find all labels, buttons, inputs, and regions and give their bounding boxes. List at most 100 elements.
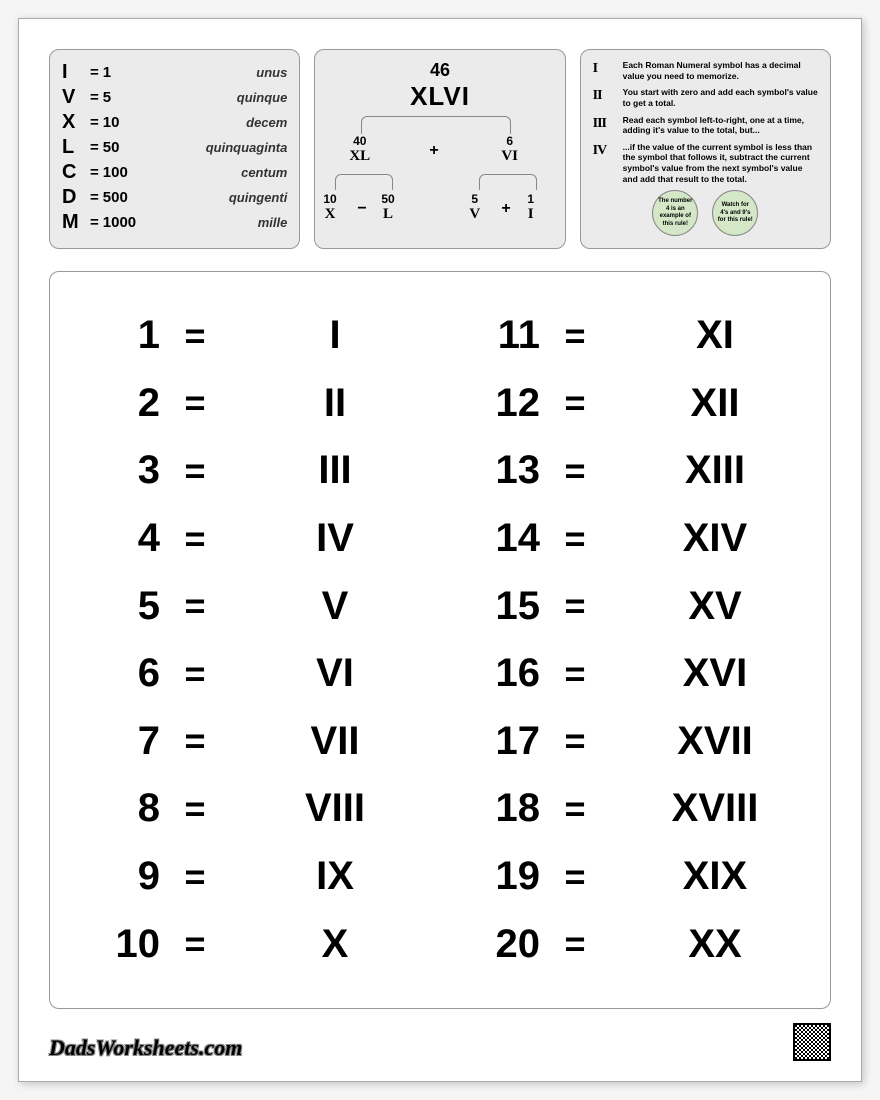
brand-logo: DadsWorksheets.com bbox=[49, 1035, 242, 1061]
entry-roman: XVIII bbox=[610, 786, 820, 831]
entry-number: 15 bbox=[440, 584, 540, 629]
chart-entry: 3=III bbox=[60, 440, 440, 502]
equals-sign: = bbox=[160, 518, 230, 560]
equals-sign: = bbox=[160, 720, 230, 762]
symbol-value: 1 bbox=[103, 64, 145, 81]
entry-number: 1 bbox=[60, 313, 160, 358]
entry-number: 5 bbox=[60, 584, 160, 629]
symbol-row: X=10decem bbox=[62, 110, 287, 135]
entry-roman: VI bbox=[230, 651, 440, 696]
chart-entry: 16=XVI bbox=[440, 643, 820, 705]
equals-sign: = bbox=[160, 450, 230, 492]
chart-entry: 4=IV bbox=[60, 508, 440, 570]
symbol-value: 5 bbox=[103, 89, 145, 106]
chart-entry: 11=XI bbox=[440, 305, 820, 367]
symbol-value: 50 bbox=[103, 139, 145, 156]
entry-number: 18 bbox=[440, 786, 540, 831]
equals-sign: = bbox=[90, 114, 99, 131]
node-num: 10 bbox=[323, 192, 336, 206]
rule-text: Read each symbol left-to-right, one at a… bbox=[623, 115, 818, 136]
chart-column-left: 1=I2=II3=III4=IV5=V6=VI7=VII8=VIII9=IX10… bbox=[60, 302, 440, 978]
equals-sign: = bbox=[540, 585, 610, 627]
rule-numeral-icon: II bbox=[593, 87, 617, 105]
equals-sign: = bbox=[160, 788, 230, 830]
symbol-latin: quingenti bbox=[145, 190, 288, 205]
entry-roman: XIV bbox=[610, 516, 820, 561]
equals-sign: = bbox=[90, 189, 99, 206]
tip-circle: Watch for 4's and 9's for this rule! bbox=[712, 190, 758, 236]
tip-circles: The number 4 is an example of this rule!… bbox=[593, 190, 818, 236]
breakdown-tree: 40 XL + 6 VI 10 X − 50 L bbox=[327, 112, 552, 242]
equals-sign: = bbox=[160, 585, 230, 627]
entry-roman: X bbox=[230, 922, 440, 967]
rule-numeral-icon: IV bbox=[593, 142, 617, 160]
rule-row: IV...if the value of the current symbol … bbox=[593, 142, 818, 185]
equals-sign: = bbox=[540, 856, 610, 898]
entry-roman: XX bbox=[610, 922, 820, 967]
entry-roman: I bbox=[230, 313, 440, 358]
symbol-glyph: V bbox=[62, 86, 86, 109]
entry-number: 13 bbox=[440, 448, 540, 493]
numeral-chart: 1=I2=II3=III4=IV5=V6=VI7=VII8=VIII9=IX10… bbox=[49, 271, 831, 1009]
symbol-value: 10 bbox=[103, 114, 145, 131]
symbol-latin: decem bbox=[145, 115, 288, 130]
rule-text: Each Roman Numeral symbol has a decimal … bbox=[623, 60, 818, 81]
node-roman: I bbox=[527, 206, 534, 223]
chart-entry: 10=X bbox=[60, 913, 440, 975]
symbol-row: L=50quinquaginta bbox=[62, 135, 287, 160]
equals-sign: = bbox=[90, 89, 99, 106]
entry-number: 8 bbox=[60, 786, 160, 831]
equals-sign: = bbox=[540, 720, 610, 762]
equals-sign: = bbox=[160, 382, 230, 424]
equals-sign: = bbox=[540, 315, 610, 357]
symbol-glyph: L bbox=[62, 136, 86, 159]
chart-entry: 8=VIII bbox=[60, 778, 440, 840]
rules-list: I Each Roman Numeral symbol has a decimal… bbox=[593, 60, 818, 184]
node-roman: L bbox=[381, 206, 394, 223]
node-num: 1 bbox=[527, 192, 534, 206]
entry-roman: IX bbox=[230, 854, 440, 899]
entry-roman: VIII bbox=[230, 786, 440, 831]
entry-number: 17 bbox=[440, 719, 540, 764]
equals-sign: = bbox=[160, 923, 230, 965]
symbol-latin: quinquaginta bbox=[145, 140, 288, 155]
footer: DadsWorksheets.com bbox=[49, 1021, 831, 1061]
entry-roman: IV bbox=[230, 516, 440, 561]
rule-numeral-icon: I bbox=[593, 60, 617, 78]
chart-entry: 9=IX bbox=[60, 846, 440, 908]
entry-number: 19 bbox=[440, 854, 540, 899]
symbol-latin: quinque bbox=[145, 90, 288, 105]
symbol-row: C=100centum bbox=[62, 160, 287, 185]
chart-entry: 2=II bbox=[60, 372, 440, 434]
entry-roman: XV bbox=[610, 584, 820, 629]
symbol-glyph: X bbox=[62, 111, 86, 134]
entry-roman: II bbox=[230, 381, 440, 426]
equals-sign: = bbox=[160, 856, 230, 898]
op-minus: − bbox=[357, 200, 366, 218]
rule-row: I Each Roman Numeral symbol has a decimal… bbox=[593, 60, 818, 81]
node-roman: V bbox=[469, 206, 480, 223]
node-num: 6 bbox=[501, 134, 518, 148]
entry-number: 20 bbox=[440, 922, 540, 967]
equals-sign: = bbox=[540, 788, 610, 830]
chart-entry: 18=XVIII bbox=[440, 778, 820, 840]
breakdown-panel: 46 XLVI 40 XL + 6 VI 10 X bbox=[314, 49, 565, 249]
symbol-row: V=5quinque bbox=[62, 85, 287, 110]
breakdown-roman: XLVI bbox=[327, 81, 552, 112]
entry-number: 9 bbox=[60, 854, 160, 899]
worksheet-page: I=1unusV=5quinqueX=10decemL=50quinquagin… bbox=[18, 18, 862, 1082]
rule-row: IIIRead each symbol left-to-right, one a… bbox=[593, 115, 818, 136]
entry-roman: XIX bbox=[610, 854, 820, 899]
symbol-value: 1000 bbox=[103, 214, 145, 231]
tip-circle: The number 4 is an example of this rule! bbox=[652, 190, 698, 236]
chart-entry: 12=XII bbox=[440, 372, 820, 434]
equals-sign: = bbox=[540, 923, 610, 965]
symbol-latin: centum bbox=[145, 165, 288, 180]
breakdown-number: 46 bbox=[327, 60, 552, 81]
symbol-latin: mille bbox=[145, 215, 288, 230]
entry-roman: III bbox=[230, 448, 440, 493]
chart-entry: 6=VI bbox=[60, 643, 440, 705]
node-roman: VI bbox=[501, 148, 518, 165]
chart-entry: 14=XIV bbox=[440, 508, 820, 570]
symbol-glyph: D bbox=[62, 186, 86, 209]
